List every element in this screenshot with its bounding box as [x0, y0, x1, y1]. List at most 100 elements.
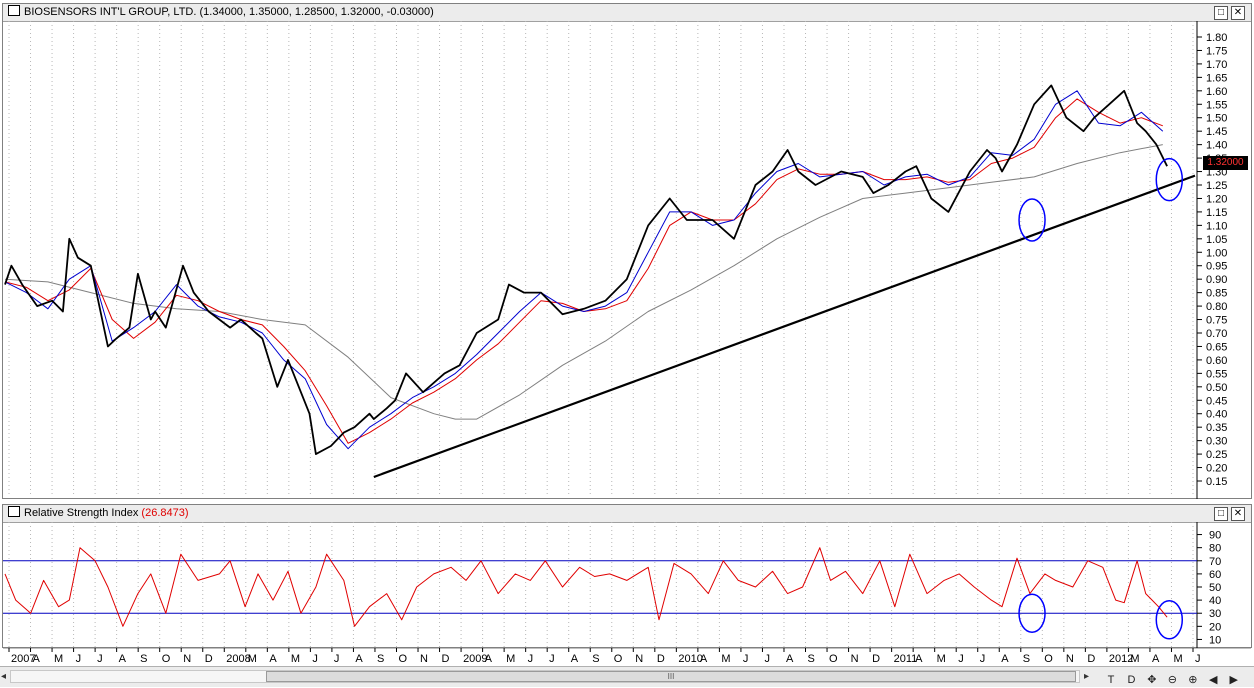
- y-tick-label: 0.70: [1206, 328, 1227, 340]
- x-tick-label: M: [721, 653, 730, 665]
- x-tick-label: J: [1195, 653, 1201, 665]
- last-price-tag: 1.32000: [1203, 156, 1248, 170]
- y-tick-label: 1.50: [1206, 113, 1227, 125]
- x-tick-label: N: [420, 653, 428, 665]
- x-tick-label: S: [140, 653, 147, 665]
- y-tick-label: 1.20: [1206, 193, 1227, 205]
- close-button[interactable]: ✕: [1231, 507, 1245, 521]
- y-tick-label: 1.40: [1206, 140, 1227, 152]
- y-tick-label: 90: [1209, 530, 1221, 542]
- price-chart[interactable]: 1.801.751.701.651.601.551.501.451.401.35…: [3, 21, 1251, 499]
- y-tick-label: 40: [1209, 595, 1221, 607]
- close-button[interactable]: ✕: [1231, 6, 1245, 20]
- panel-menu-icon[interactable]: [8, 5, 20, 16]
- y-tick-label: 20: [1209, 621, 1221, 633]
- status-bar: ◂ III ▸ T D ✥ ⊖ ⊕ ◀ ▶: [0, 666, 1254, 687]
- annotation-ellipse: [1018, 198, 1046, 242]
- x-tick-label: A: [119, 653, 127, 665]
- x-tick-label: N: [183, 653, 191, 665]
- red-moving-average: [4, 98, 1163, 444]
- annotation-ellipse: [1018, 593, 1046, 633]
- x-tick-label: S: [1023, 653, 1030, 665]
- y-tick-label: 1.00: [1206, 247, 1227, 259]
- restore-button[interactable]: □: [1214, 6, 1228, 20]
- x-tick-label: J: [549, 653, 555, 665]
- x-tick-label: M: [937, 653, 946, 665]
- x-tick-label: O: [162, 653, 171, 665]
- crosshair-icon[interactable]: ✥: [1147, 674, 1157, 686]
- y-tick-label: 0.65: [1206, 341, 1227, 353]
- rsi-value: (26.8473): [141, 507, 189, 519]
- scroll-left-arrow-icon[interactable]: ◂: [1, 671, 7, 682]
- time-frame-button[interactable]: T: [1107, 674, 1115, 686]
- x-tick-label: J: [958, 653, 964, 665]
- y-tick-label: 1.60: [1206, 86, 1227, 98]
- y-tick-label: 30: [1209, 608, 1221, 620]
- y-tick-label: 1.25: [1206, 180, 1227, 192]
- x-tick-label: A: [355, 653, 363, 665]
- scroll-right-arrow-icon[interactable]: ▸: [1084, 671, 1090, 682]
- blue-moving-average: [4, 90, 1164, 450]
- y-tick-label: 70: [1209, 556, 1221, 568]
- y-tick-label: 0.25: [1206, 449, 1227, 461]
- x-tick-label: J: [334, 653, 340, 665]
- y-tick-label: 0.30: [1206, 436, 1227, 448]
- x-tick-label: N: [635, 653, 643, 665]
- x-tick-label: 2009: [463, 653, 487, 665]
- x-tick-label: M: [248, 653, 257, 665]
- x-tick-label: D: [205, 653, 213, 665]
- x-tick-label: A: [571, 653, 579, 665]
- y-tick-label: 80: [1209, 543, 1221, 555]
- y-tick-label: 1.65: [1206, 72, 1227, 84]
- y-tick-label: 1.80: [1206, 32, 1227, 44]
- daily-button[interactable]: D: [1127, 674, 1136, 686]
- toolbar: T D ✥ ⊖ ⊕ ◀ ▶: [1104, 670, 1243, 686]
- horizontal-scrollbar[interactable]: III: [10, 670, 1080, 683]
- y-tick-label: 1.45: [1206, 126, 1227, 138]
- x-tick-label: O: [1044, 653, 1053, 665]
- rsi-panel-title: Relative Strength Index: [24, 507, 139, 519]
- y-tick-label: 1.75: [1206, 45, 1227, 57]
- y-tick-label: 10: [1209, 634, 1221, 646]
- x-tick-label: D: [1087, 653, 1095, 665]
- x-tick-label: N: [1066, 653, 1074, 665]
- scroll-right-icon[interactable]: ▶: [1229, 674, 1238, 686]
- x-tick-label: J: [528, 653, 534, 665]
- x-tick-label: M: [506, 653, 515, 665]
- annotation-ellipse: [1155, 600, 1184, 640]
- zoom-in-icon[interactable]: ⊕: [1188, 674, 1198, 686]
- x-tick-label: 2007: [11, 653, 35, 665]
- price-series: [4, 84, 1168, 455]
- x-tick-label: S: [592, 653, 599, 665]
- x-tick-label: A: [786, 653, 794, 665]
- scrollbar-thumb[interactable]: III: [266, 671, 1076, 682]
- annotation-ellipse: [1155, 157, 1184, 202]
- y-tick-label: 1.05: [1206, 234, 1227, 246]
- zoom-out-icon[interactable]: ⊖: [1167, 674, 1177, 686]
- x-tick-label: 2010: [678, 653, 702, 665]
- scroll-left-icon[interactable]: ◀: [1209, 674, 1218, 686]
- y-tick-label: 0.90: [1206, 274, 1227, 286]
- x-tick-label: S: [377, 653, 384, 665]
- price-panel-title: BIOSENSORS INT'L GROUP, LTD.: [24, 6, 197, 18]
- x-tick-label: J: [312, 653, 318, 665]
- x-tick-label: J: [97, 653, 103, 665]
- y-tick-label: 0.60: [1206, 355, 1227, 367]
- y-tick-label: 1.10: [1206, 220, 1227, 232]
- x-tick-label: J: [76, 653, 82, 665]
- x-tick-label: M: [291, 653, 300, 665]
- y-tick-label: 1.15: [1206, 207, 1227, 219]
- x-tick-label: M: [1173, 653, 1182, 665]
- price-panel: BIOSENSORS INT'L GROUP, LTD. (1.34000, 1…: [2, 3, 1252, 499]
- y-tick-label: 0.85: [1206, 288, 1227, 300]
- x-tick-label: J: [743, 653, 749, 665]
- y-tick-label: 0.15: [1206, 476, 1227, 488]
- x-tick-label: D: [657, 653, 665, 665]
- x-tick-label: 2012: [1109, 653, 1133, 665]
- y-tick-label: 0.95: [1206, 261, 1227, 273]
- panel-menu-icon[interactable]: [8, 506, 20, 517]
- restore-button[interactable]: □: [1214, 507, 1228, 521]
- x-tick-label: A: [1001, 653, 1009, 665]
